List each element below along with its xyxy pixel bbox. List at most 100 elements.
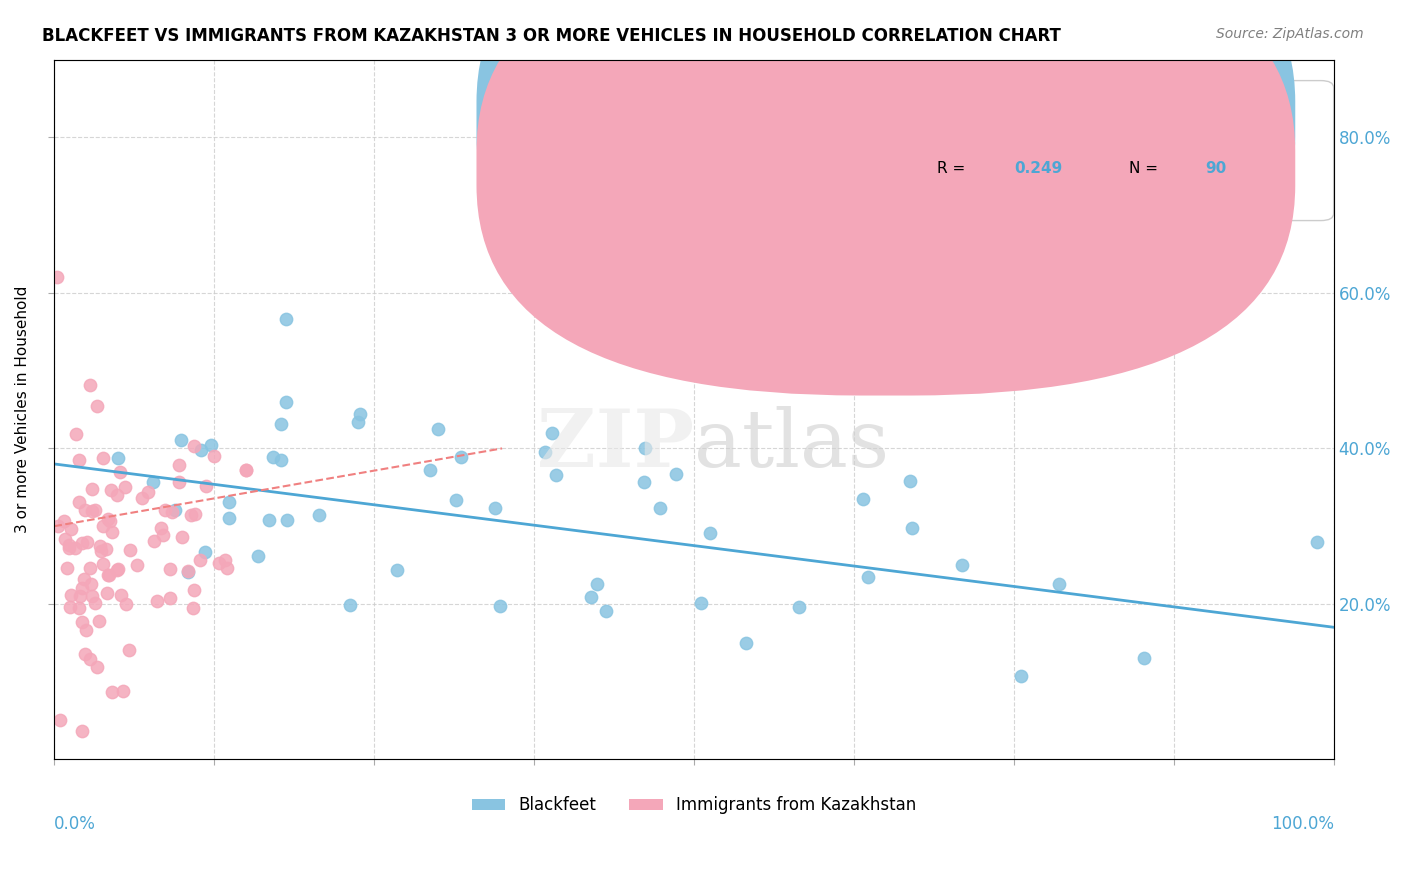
Immigrants from Kazakhstan <box>89 614 111 628</box>
Blackfeet <box>734 636 756 650</box>
Text: ZIP: ZIP <box>537 406 695 483</box>
Immigrants from Kazakhstan <box>118 642 141 657</box>
Blackfeet <box>419 462 441 476</box>
Blackfeet <box>690 596 713 610</box>
Blackfeet <box>444 492 467 507</box>
Immigrants from Kazakhstan <box>67 600 90 615</box>
Text: 100.0%: 100.0% <box>1271 815 1334 833</box>
Immigrants from Kazakhstan <box>79 652 101 666</box>
Immigrants from Kazakhstan <box>208 556 231 570</box>
Immigrants from Kazakhstan <box>183 508 205 522</box>
Blackfeet <box>856 570 879 584</box>
Immigrants from Kazakhstan <box>108 465 131 479</box>
Blackfeet <box>169 433 191 447</box>
Immigrants from Kazakhstan <box>86 399 108 413</box>
Immigrants from Kazakhstan <box>45 270 67 285</box>
Immigrants from Kazakhstan <box>60 522 83 536</box>
Text: Source: ZipAtlas.com: Source: ZipAtlas.com <box>1216 27 1364 41</box>
Blackfeet <box>633 475 655 490</box>
Immigrants from Kazakhstan <box>195 479 218 493</box>
Text: BLACKFEET VS IMMIGRANTS FROM KAZAKHSTAN 3 OR MORE VEHICLES IN HOUSEHOLD CORRELAT: BLACKFEET VS IMMIGRANTS FROM KAZAKHSTAN … <box>42 27 1062 45</box>
Immigrants from Kazakhstan <box>183 583 205 598</box>
Immigrants from Kazakhstan <box>58 541 80 555</box>
Immigrants from Kazakhstan <box>84 596 107 610</box>
Blackfeet <box>450 450 472 464</box>
Blackfeet <box>1010 669 1032 683</box>
Immigrants from Kazakhstan <box>98 568 121 582</box>
Text: 90: 90 <box>1206 161 1227 176</box>
Immigrants from Kazakhstan <box>136 485 159 500</box>
Blackfeet <box>1047 577 1070 591</box>
Text: R =: R = <box>936 161 970 176</box>
Blackfeet <box>276 513 298 527</box>
Blackfeet <box>489 599 512 613</box>
Text: atlas: atlas <box>695 406 889 483</box>
Immigrants from Kazakhstan <box>80 504 103 518</box>
Blackfeet <box>1133 651 1156 665</box>
Immigrants from Kazakhstan <box>80 483 103 497</box>
Immigrants from Kazakhstan <box>48 713 70 727</box>
Immigrants from Kazakhstan <box>53 532 76 546</box>
Blackfeet <box>218 511 240 525</box>
Blackfeet <box>540 426 562 441</box>
Immigrants from Kazakhstan <box>89 539 111 553</box>
Blackfeet <box>1306 534 1329 549</box>
Immigrants from Kazakhstan <box>101 685 124 699</box>
Immigrants from Kazakhstan <box>83 502 105 516</box>
Blackfeet <box>579 591 602 605</box>
Immigrants from Kazakhstan <box>73 647 96 661</box>
Immigrants from Kazakhstan <box>125 558 148 572</box>
Immigrants from Kazakhstan <box>118 543 141 558</box>
Immigrants from Kazakhstan <box>181 600 204 615</box>
Blackfeet <box>218 495 240 509</box>
Immigrants from Kazakhstan <box>146 594 169 608</box>
Blackfeet <box>595 604 617 618</box>
Immigrants from Kazakhstan <box>188 553 211 567</box>
Immigrants from Kazakhstan <box>63 541 86 556</box>
Blackfeet <box>270 452 292 467</box>
Immigrants from Kazakhstan <box>70 615 93 630</box>
Immigrants from Kazakhstan <box>152 528 174 542</box>
Immigrants from Kazakhstan <box>167 475 190 490</box>
Immigrants from Kazakhstan <box>142 533 165 548</box>
Immigrants from Kazakhstan <box>91 450 114 465</box>
Text: 0.249: 0.249 <box>1014 161 1062 176</box>
Immigrants from Kazakhstan <box>112 684 135 698</box>
Immigrants from Kazakhstan <box>67 495 90 509</box>
Blackfeet <box>665 467 688 481</box>
Immigrants from Kazakhstan <box>153 502 176 516</box>
Blackfeet <box>270 417 292 431</box>
Immigrants from Kazakhstan <box>172 530 194 544</box>
Immigrants from Kazakhstan <box>86 660 108 674</box>
Blackfeet <box>945 372 967 386</box>
Immigrants from Kazakhstan <box>160 505 183 519</box>
Immigrants from Kazakhstan <box>214 553 236 567</box>
Blackfeet <box>190 443 212 458</box>
Blackfeet <box>385 563 408 577</box>
Immigrants from Kazakhstan <box>70 723 93 738</box>
Blackfeet <box>852 491 875 506</box>
Immigrants from Kazakhstan <box>105 488 128 502</box>
Blackfeet <box>787 600 810 615</box>
Text: -0.349: -0.349 <box>1014 112 1069 127</box>
Blackfeet <box>586 576 609 591</box>
Blackfeet <box>349 407 371 421</box>
Immigrants from Kazakhstan <box>159 562 181 576</box>
Immigrants from Kazakhstan <box>69 589 91 603</box>
Immigrants from Kazakhstan <box>55 561 77 575</box>
Blackfeet <box>246 549 269 563</box>
FancyBboxPatch shape <box>477 0 1295 346</box>
Immigrants from Kazakhstan <box>96 541 118 556</box>
Immigrants from Kazakhstan <box>90 544 112 558</box>
Legend: Blackfeet, Immigrants from Kazakhstan: Blackfeet, Immigrants from Kazakhstan <box>465 789 922 822</box>
Immigrants from Kazakhstan <box>115 598 138 612</box>
Immigrants from Kazakhstan <box>80 576 103 591</box>
Blackfeet <box>898 474 921 488</box>
Text: N =: N = <box>1129 161 1163 176</box>
Immigrants from Kazakhstan <box>215 561 238 575</box>
Immigrants from Kazakhstan <box>101 524 124 539</box>
Immigrants from Kazakhstan <box>110 588 132 602</box>
Blackfeet <box>142 475 165 489</box>
Immigrants from Kazakhstan <box>73 572 96 586</box>
Immigrants from Kazakhstan <box>75 623 97 637</box>
